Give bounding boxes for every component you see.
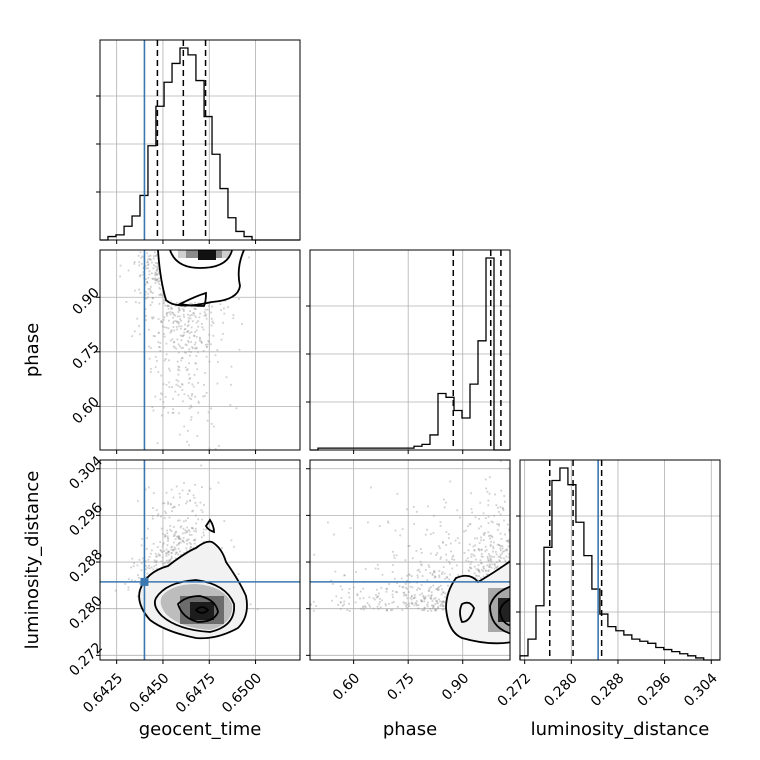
hist-panel-geocent_time (96, 39, 301, 244)
contour-island (177, 291, 207, 307)
density-cell (198, 250, 216, 260)
panel-frame (99, 459, 301, 661)
y-axis-title: phase (22, 323, 43, 377)
x-tick-label: 0.6425 (80, 670, 126, 716)
x-tick-label: 0.304 (681, 670, 721, 710)
density-cell (190, 602, 214, 620)
x-axis-title: phase (383, 719, 437, 740)
contour-inner (176, 595, 219, 623)
contour-outer (445, 560, 510, 645)
panel-frame (99, 39, 301, 241)
y-tick-label: 0.90 (70, 285, 103, 318)
x-tick-label: 0.272 (495, 670, 535, 710)
x-tick-label: 0.60 (330, 670, 363, 703)
x-tick-label: 0.90 (439, 670, 472, 703)
contour-core (194, 606, 210, 614)
y-axis-title: luminosity_distance (22, 471, 43, 650)
panel-frame (99, 249, 301, 451)
histogram-bars (519, 467, 720, 661)
density-geocent-lumdist (138, 518, 248, 640)
density-geocent-phase (157, 250, 245, 307)
contour-outer (157, 250, 245, 307)
x-tick-label: 0.75 (384, 670, 417, 703)
truth-marker (140, 577, 149, 586)
histogram-bars (100, 47, 300, 241)
tick-labels: 0.6425 0.6450 0.6475 0.6500 0.60 0.75 0.90 0.27… (66, 285, 721, 716)
contour-island (459, 601, 475, 623)
x-tick-label: 0.6475 (173, 670, 219, 716)
histogram-bars (310, 257, 510, 451)
x-axis-title: geocent_time (139, 719, 262, 740)
hist-panel-phase (306, 249, 511, 454)
contour-mid (153, 579, 235, 633)
x-tick-label: 0.280 (541, 670, 581, 710)
contour-inner (499, 598, 510, 627)
panel-overlay-geocent_time-vs-luminosity_distance (96, 459, 301, 664)
x-tick-label: 0.288 (588, 670, 628, 710)
panel-frame (309, 459, 511, 661)
y-tick-label: 0.75 (70, 339, 103, 372)
contour-outer (138, 540, 248, 640)
axis-titles: geocent_time phase luminosity_distancephas… (22, 323, 709, 740)
x-tick-label: 0.296 (635, 670, 675, 710)
density-content (157, 250, 245, 307)
panel-overlay-phase-vs-luminosity_distance (306, 459, 511, 664)
x-axis-title: luminosity_distance (531, 719, 710, 740)
panel-frame (309, 249, 511, 451)
panel-frame (519, 459, 721, 661)
x-tick-label: 0.6450 (127, 670, 173, 716)
y-tick-label: 0.60 (70, 394, 103, 427)
contour-island (204, 518, 215, 534)
x-tick-label: 0.6500 (219, 670, 265, 716)
contour-mid (489, 585, 510, 635)
contour-inner (169, 250, 233, 269)
panel-overlay-geocent_time-vs-phase (96, 249, 301, 454)
hist-panel-luminosity_distance (516, 459, 721, 664)
